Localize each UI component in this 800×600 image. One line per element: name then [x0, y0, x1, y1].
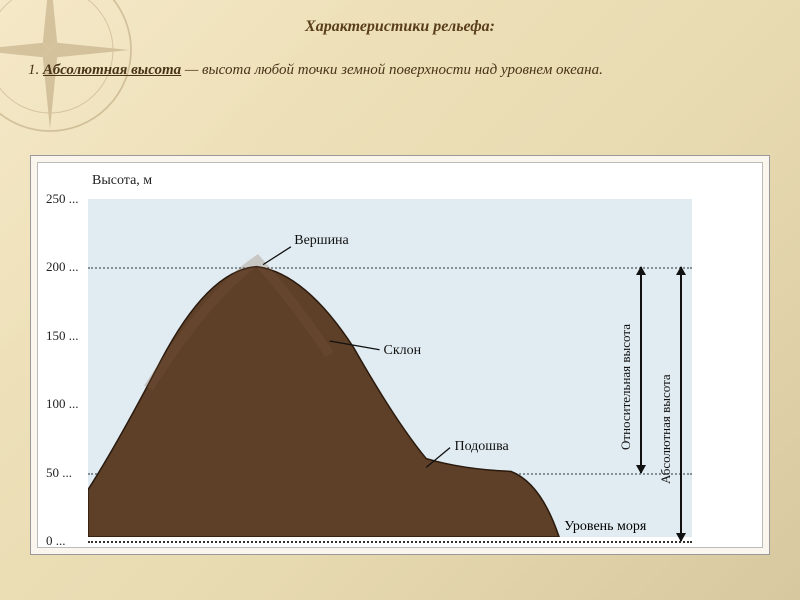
arrow-label-relative: Относительная высота	[618, 300, 634, 450]
sea-level-label: Уровень моря	[564, 519, 646, 535]
arrow-relative	[640, 267, 642, 472]
chart-frame: Высота, м 0 ...50 ...100 ...150 ...200 .…	[30, 155, 770, 555]
chart-inner: Высота, м 0 ...50 ...100 ...150 ...200 .…	[37, 162, 763, 548]
definition-dash: —	[181, 62, 202, 78]
ytick-label: 100 ...	[46, 396, 79, 412]
terrain-svg	[88, 199, 692, 537]
ytick-label: 150 ...	[46, 328, 79, 344]
ytick-label: 250 ...	[46, 191, 79, 207]
definition-body: высота любой точки земной поверхности на…	[202, 62, 603, 78]
arrow-label-absolute: Абсолютная высота	[658, 334, 674, 484]
page-title: Характеристики рельефа:	[305, 18, 495, 35]
grid-dotted-line	[88, 541, 692, 543]
callout-peak: Вершина	[294, 233, 349, 249]
ytick-label: 50 ...	[46, 465, 72, 481]
plot-area: 0 ...50 ...100 ...150 ...200 ...250 ...В…	[88, 199, 692, 537]
ytick-label: 200 ...	[46, 259, 79, 275]
definition-number: 1.	[28, 62, 39, 78]
definition-term: Абсолютная высота	[43, 62, 181, 78]
definition-text: 1. Абсолютная высота — высота любой точк…	[28, 52, 770, 88]
title-block: Характеристики рельефа:	[0, 18, 800, 36]
y-axis-label: Высота, м	[92, 173, 152, 189]
ytick-label: 0 ...	[46, 533, 66, 549]
callout-foot: Подошва	[454, 439, 508, 455]
arrow-absolute	[680, 267, 682, 541]
callout-slope: Склон	[384, 343, 422, 359]
